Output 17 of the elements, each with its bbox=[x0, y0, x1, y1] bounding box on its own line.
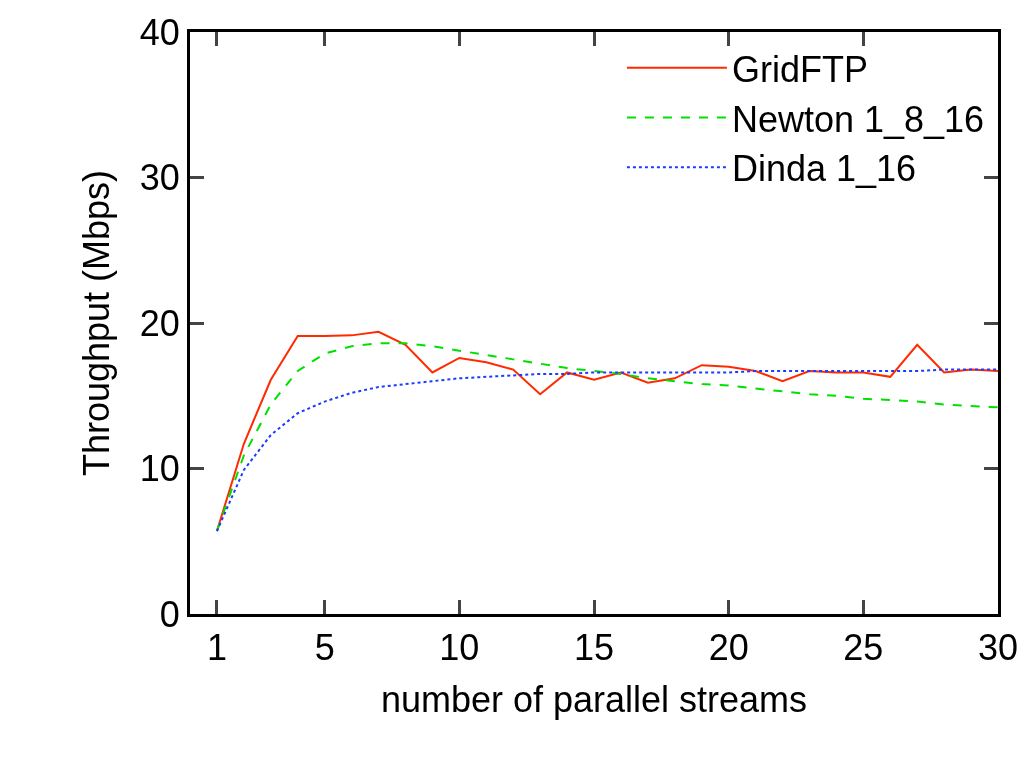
x-tick-label: 15 bbox=[573, 627, 615, 669]
y-tick-label: 30 bbox=[139, 157, 180, 199]
y-axis-title: Throughput (Mbps) bbox=[75, 169, 117, 477]
x-tick-label: 5 bbox=[314, 627, 335, 669]
legend-label: GridFTP bbox=[731, 48, 868, 90]
y-tick-label: 20 bbox=[139, 302, 180, 344]
y-tick-label: 40 bbox=[139, 11, 180, 53]
x-axis-title: number of parallel streams bbox=[380, 678, 808, 720]
x-tick-label: 20 bbox=[708, 627, 749, 669]
y-tick-label: 0 bbox=[159, 593, 180, 635]
legend-label: Dinda 1_16 bbox=[731, 148, 917, 190]
legend-label: Newton 1_8_16 bbox=[731, 98, 985, 140]
y-tick-label: 10 bbox=[139, 448, 180, 490]
x-tick-label: 30 bbox=[977, 627, 1019, 669]
x-tick-label: 25 bbox=[843, 627, 884, 669]
x-tick-label: 10 bbox=[439, 627, 480, 669]
x-tick-label: 1 bbox=[206, 627, 227, 669]
